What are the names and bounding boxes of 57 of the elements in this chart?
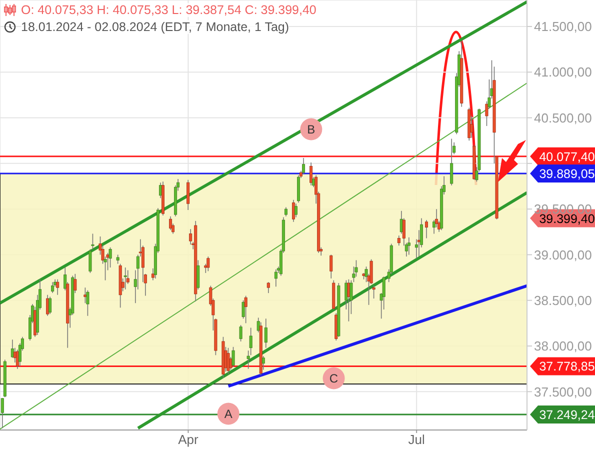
candlestick bbox=[116, 254, 120, 264]
candlestick bbox=[189, 228, 192, 246]
candlestick bbox=[264, 318, 268, 348]
candlestick bbox=[294, 203, 298, 218]
candlestick bbox=[292, 200, 295, 222]
y-tick-label: 41.500,00 bbox=[534, 19, 592, 34]
candlestick bbox=[244, 295, 248, 324]
candlestick bbox=[330, 254, 333, 279]
candlestick bbox=[56, 278, 60, 296]
y-tick-label: 37.500,00 bbox=[534, 384, 592, 400]
x-tick-label: Jul bbox=[408, 432, 425, 448]
candlestick bbox=[274, 268, 278, 288]
candlestick bbox=[450, 138, 454, 186]
y-tick-label: 40.500,00 bbox=[534, 110, 592, 126]
candlestick bbox=[108, 247, 112, 268]
y-tick-label: 38.500,00 bbox=[534, 292, 592, 308]
candlestick bbox=[48, 296, 52, 314]
candlestick bbox=[242, 300, 245, 320]
candlestick bbox=[302, 158, 306, 175]
candlestick bbox=[10, 339, 14, 358]
candlestick bbox=[232, 346, 235, 368]
annotation: A bbox=[224, 407, 232, 422]
candlestick bbox=[196, 260, 200, 290]
candlestick bbox=[266, 282, 270, 294]
candlestick bbox=[186, 179, 190, 210]
chart-title: O: 40.075,33 H: 40.075,33 L: 39.387,54 C: 39.399,40 bbox=[21, 3, 316, 17]
ref-line-label: 39.889,05 bbox=[539, 167, 595, 182]
candlestick bbox=[124, 267, 127, 290]
candlestick bbox=[206, 256, 210, 272]
candlestick bbox=[84, 287, 87, 304]
ref-line-label: 37.778,85 bbox=[539, 360, 595, 374]
candlestick bbox=[397, 235, 400, 246]
candlestick bbox=[249, 327, 252, 356]
x-tick-label: Apr bbox=[178, 432, 199, 448]
annotation: B bbox=[307, 122, 316, 137]
candlestick bbox=[91, 233, 94, 250]
y-tick-label: 41.000,00 bbox=[534, 64, 592, 80]
ref-line-label: 40.077,40 bbox=[539, 150, 595, 164]
candlestick bbox=[246, 350, 250, 370]
candlestick bbox=[169, 216, 172, 230]
candlestick bbox=[407, 236, 410, 256]
candlestick bbox=[51, 282, 54, 294]
ref-line-label: 37.249,24 bbox=[539, 408, 595, 422]
text: 18.01.2024 - 02.08.2024 (EDT, 7 Monate, 1 Tag) bbox=[21, 20, 290, 34]
candlestick bbox=[239, 324, 242, 342]
y-tick-label: 39.000,00 bbox=[534, 247, 592, 262]
candlestick bbox=[372, 285, 376, 299]
annotation: C bbox=[329, 371, 338, 386]
candlestick bbox=[86, 290, 90, 316]
candlestick bbox=[284, 206, 288, 217]
y-tick-label: 38.000,00 bbox=[534, 338, 592, 354]
candlestick bbox=[297, 174, 300, 204]
candlestick bbox=[88, 248, 92, 274]
candlestick bbox=[262, 356, 265, 370]
candlestick bbox=[310, 162, 313, 186]
candlestick bbox=[424, 220, 428, 239]
candlestick bbox=[74, 273, 77, 294]
